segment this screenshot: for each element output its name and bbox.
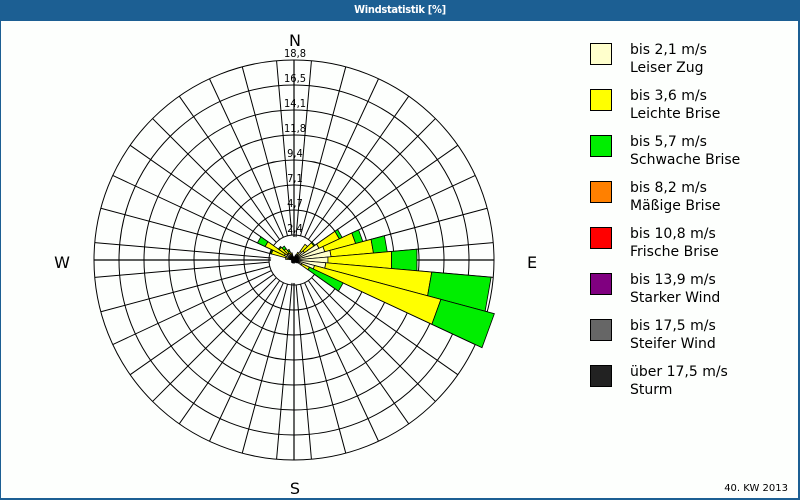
legend-label: bis 2,1 m/s Leiser Zug <box>630 42 707 76</box>
wind-bar-segment <box>370 235 388 254</box>
grid-spoke <box>209 78 284 238</box>
legend-swatch <box>590 227 612 249</box>
legend-label: bis 10,8 m/s Frische Brise <box>630 226 719 260</box>
grid-spoke <box>94 242 295 261</box>
wind-bar-segment <box>391 248 418 272</box>
grid-spoke <box>311 277 436 402</box>
grid-spoke <box>152 118 277 243</box>
wind-bar-segment <box>286 248 291 253</box>
radial-tick-label: 9,4 <box>287 147 303 160</box>
legend-label: bis 3,6 m/s Leichte Brise <box>630 88 721 122</box>
grid-spoke <box>112 270 272 345</box>
legend-label: über 17,5 m/s Sturm <box>630 364 728 398</box>
legend-swatch <box>590 89 612 111</box>
legend-swatch <box>590 365 612 387</box>
grid-spoke <box>178 95 281 240</box>
legend-label: bis 17,5 m/s Steifer Wind <box>630 318 716 352</box>
grid-spoke <box>304 78 379 238</box>
grid-spoke <box>307 95 410 240</box>
grid-spoke <box>129 144 274 247</box>
period-label: 40. KW 2013 <box>724 483 788 494</box>
compass-north: N <box>289 31 301 50</box>
grid-spoke <box>112 175 272 250</box>
radial-tick-label: 7,1 <box>287 172 303 185</box>
grid-spoke <box>307 280 410 425</box>
legend-label: bis 8,2 m/s Mäßige Brise <box>630 180 721 214</box>
legend-label: bis 5,7 m/s Schwache Brise <box>630 134 741 168</box>
grid-spoke <box>314 144 459 247</box>
wind-bar-segment <box>256 236 269 248</box>
compass-south: S <box>290 479 300 498</box>
wind-bar-segment <box>277 245 282 251</box>
grid-spoke <box>209 282 284 442</box>
radial-tick-label: 18,8 <box>284 47 306 60</box>
wind-bar-segment <box>296 251 300 256</box>
grid-spoke <box>100 207 270 255</box>
legend-swatch <box>590 135 612 157</box>
grid-spoke <box>241 66 289 236</box>
grid-spoke <box>152 277 277 402</box>
grid-spoke <box>178 280 281 425</box>
grid-spoke <box>276 60 293 236</box>
wind-bar-segment <box>290 252 294 256</box>
legend-swatch <box>590 273 612 295</box>
legend-swatch <box>590 319 612 341</box>
compass-west: W <box>54 253 70 272</box>
grid-spoke <box>295 284 312 460</box>
grid-spoke <box>299 66 347 236</box>
grid-spoke <box>311 118 436 243</box>
grid-spoke <box>129 273 274 376</box>
legend-label: bis 13,9 m/s Starker Wind <box>630 272 721 306</box>
wind-bar-segment <box>431 298 495 349</box>
grid-spoke <box>304 282 379 442</box>
grid-spoke <box>100 265 270 313</box>
center-dot <box>291 257 297 263</box>
radial-tick-label: 2,4 <box>287 222 303 235</box>
grid-spoke <box>299 284 347 454</box>
radial-tick-label: 16,5 <box>284 72 306 85</box>
radial-tick-label: 4,7 <box>287 197 303 210</box>
legend-swatch <box>590 43 612 65</box>
grid-spoke <box>293 60 312 261</box>
grid-spoke <box>94 261 270 278</box>
legend-swatch <box>590 181 612 203</box>
window-title: Windstatistik [%] <box>354 3 446 16</box>
grid-spoke <box>276 259 295 460</box>
grid-spoke <box>241 284 289 454</box>
compass-east: E <box>527 253 537 272</box>
radial-tick-label: 11,8 <box>284 122 306 135</box>
radial-tick-label: 14,1 <box>284 97 306 110</box>
wind-bar-segment <box>307 266 344 292</box>
wind-bar-segment <box>281 245 287 251</box>
